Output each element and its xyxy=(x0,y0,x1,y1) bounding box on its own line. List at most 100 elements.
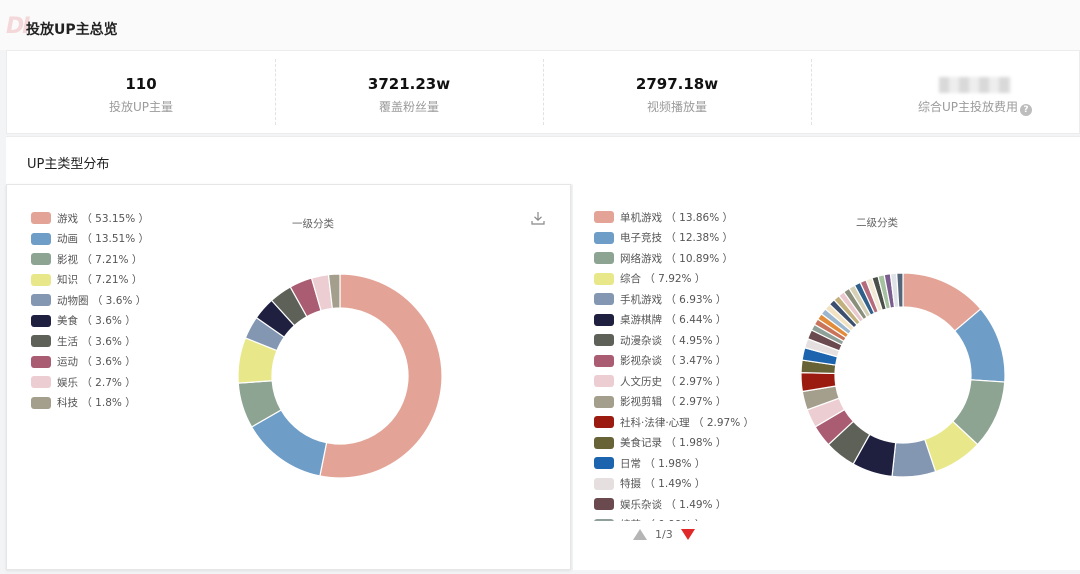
stat-label: 投放UP主量 xyxy=(108,100,174,114)
legend-item[interactable]: 影视杂谈 （ 3.47% ） xyxy=(594,351,754,372)
download-icon[interactable] xyxy=(531,211,545,225)
legend-item[interactable]: 生活 （ 3.6% ） xyxy=(31,331,149,352)
legend-swatch xyxy=(594,231,614,244)
stat-label: 覆盖粉丝量 xyxy=(378,100,439,114)
legend-label: 娱乐 （ 2.7% ） xyxy=(57,376,136,389)
legend-item[interactable]: 单机游戏 （ 13.86% ） xyxy=(594,207,754,228)
legend-swatch xyxy=(594,252,614,265)
legend-label: 美食 （ 3.6% ） xyxy=(57,315,136,328)
level1-chart-title: 一级分类 xyxy=(292,218,334,230)
legend-swatch xyxy=(594,457,614,470)
legend-swatch xyxy=(31,212,51,225)
stat-value: 3721.23w xyxy=(367,75,451,93)
stat-label: 视频播放量 xyxy=(646,100,707,114)
legend-item[interactable]: 美食 （ 3.6% ） xyxy=(31,311,149,332)
legend-swatch xyxy=(31,232,51,245)
header-bar: DI 投放UP主总览 xyxy=(0,0,1080,50)
legend-item[interactable]: 网络游戏 （ 10.89% ） xyxy=(594,248,754,269)
legend-label: 人文历史 （ 2.97% ） xyxy=(620,375,727,388)
legend-swatch xyxy=(594,354,614,367)
legend-swatch xyxy=(31,294,51,307)
stat-label: 综合UP主投放费用 xyxy=(917,100,1019,114)
legend-item[interactable]: 人文历史 （ 2.97% ） xyxy=(594,371,754,392)
legend-swatch xyxy=(594,498,614,511)
legend-label: 游戏 （ 53.15% ） xyxy=(57,212,150,225)
legend-label: 电子竞技 （ 12.38% ） xyxy=(620,232,734,245)
legend-item[interactable]: 运动 （ 3.6% ） xyxy=(31,352,149,373)
legend-swatch xyxy=(31,314,51,327)
legend-swatch xyxy=(31,253,51,266)
legend-item[interactable]: 日常 （ 1.98% ） xyxy=(594,453,754,474)
legend-item[interactable]: 娱乐 （ 2.7% ） xyxy=(31,372,149,393)
legend-pager: 1/3 xyxy=(633,528,695,541)
legend-label: 综艺 （ 0.99% ） xyxy=(620,517,705,521)
legend-item[interactable]: 知识 （ 7.21% ） xyxy=(31,270,149,291)
legend-item[interactable]: 桌游棋牌 （ 6.44% ） xyxy=(594,310,754,331)
legend-label: 知识 （ 7.21% ） xyxy=(57,274,143,287)
blurred-cost-value xyxy=(939,77,1011,93)
page-down-icon[interactable] xyxy=(680,529,695,540)
legend-swatch xyxy=(594,436,614,449)
level2-chart-title: 二级分类 xyxy=(856,217,898,229)
level1-legend: 游戏 （ 53.15% ） 动画 （ 13.51% ） 影视 （ 7.21% ） 知识… xyxy=(31,208,149,413)
legend-item[interactable]: 美食记录 （ 1.98% ） xyxy=(594,433,754,454)
level2-legend: 单机游戏 （ 13.86% ） 电子竞技 （ 12.38% ） 网络游戏 （ 10.… xyxy=(594,207,754,521)
distribution-header: UP主类型分布 xyxy=(6,136,1080,184)
donut-slice[interactable] xyxy=(896,272,904,308)
stat-value: 110 xyxy=(125,75,157,93)
legend-item[interactable]: 游戏 （ 53.15% ） xyxy=(31,208,149,229)
legend-item[interactable]: 动漫杂谈 （ 4.95% ） xyxy=(594,330,754,351)
legend-item[interactable]: 科技 （ 1.8% ） xyxy=(31,393,149,414)
legend-item[interactable]: 社科·法律·心理 （ 2.97% ） xyxy=(594,412,754,433)
legend-item[interactable]: 娱乐杂谈 （ 1.49% ） xyxy=(594,494,754,515)
legend-item[interactable]: 综合 （ 7.92% ） xyxy=(594,269,754,290)
legend-label: 影视剪辑 （ 2.97% ） xyxy=(620,396,727,409)
stat-cost: 综合UP主投放费用? xyxy=(811,51,1079,133)
level2-donut-chart xyxy=(800,272,1006,478)
legend-swatch xyxy=(594,518,614,521)
stat-fans: 3721.23w 覆盖粉丝量 xyxy=(275,51,543,133)
distribution-title: UP主类型分布 xyxy=(27,157,110,172)
page-up-icon[interactable] xyxy=(633,529,647,540)
level1-donut-chart xyxy=(237,273,443,479)
legend-item[interactable]: 动画 （ 13.51% ） xyxy=(31,229,149,250)
legend-item[interactable]: 动物圈 （ 3.6% ） xyxy=(31,290,149,311)
legend-item[interactable]: 手机游戏 （ 6.93% ） xyxy=(594,289,754,310)
legend-item[interactable]: 综艺 （ 0.99% ） xyxy=(594,515,754,521)
stat-value: 2797.18w xyxy=(635,75,719,93)
legend-label: 日常 （ 1.98% ） xyxy=(620,457,706,470)
page-indicator: 1/3 xyxy=(655,528,673,541)
legend-label: 特摄 （ 1.49% ） xyxy=(620,478,706,491)
donut-slice[interactable] xyxy=(327,273,341,310)
legend-swatch xyxy=(594,313,614,326)
legend-label: 影视杂谈 （ 3.47% ） xyxy=(620,355,727,368)
legend-item[interactable]: 影视剪辑 （ 2.97% ） xyxy=(594,392,754,413)
legend-item[interactable]: 影视 （ 7.21% ） xyxy=(31,249,149,270)
legend-item[interactable]: 电子竞技 （ 12.38% ） xyxy=(594,228,754,249)
legend-swatch xyxy=(594,477,614,490)
legend-swatch xyxy=(31,355,51,368)
legend-swatch xyxy=(594,416,614,429)
legend-label: 综合 （ 7.92% ） xyxy=(620,273,706,286)
stat-up-count: 110 投放UP主量 xyxy=(7,51,275,133)
legend-label: 社科·法律·心理 （ 2.97% ） xyxy=(620,416,755,429)
legend-label: 娱乐杂谈 （ 1.49% ） xyxy=(620,498,727,511)
donut-slice[interactable] xyxy=(319,273,443,479)
legend-label: 单机游戏 （ 13.86% ） xyxy=(620,211,734,224)
legend-label: 生活 （ 3.6% ） xyxy=(57,335,136,348)
level2-chart-panel: 单机游戏 （ 13.86% ） 电子竞技 （ 12.38% ） 网络游戏 （ 10.… xyxy=(573,184,1080,570)
legend-label: 科技 （ 1.8% ） xyxy=(57,397,136,410)
legend-label: 桌游棋牌 （ 6.44% ） xyxy=(620,314,727,327)
overview-stats-card: 110 投放UP主量 3721.23w 覆盖粉丝量 2797.18w 视频播放量… xyxy=(6,50,1080,134)
legend-item[interactable]: 特摄 （ 1.49% ） xyxy=(594,474,754,495)
legend-swatch xyxy=(31,335,51,348)
legend-label: 运动 （ 3.6% ） xyxy=(57,356,136,369)
help-icon[interactable]: ? xyxy=(1020,104,1033,116)
level1-chart-panel: 游戏 （ 53.15% ） 动画 （ 13.51% ） 影视 （ 7.21% ） 知识… xyxy=(6,184,571,570)
legend-label: 网络游戏 （ 10.89% ） xyxy=(620,252,734,265)
legend-swatch xyxy=(594,395,614,408)
legend-label: 手机游戏 （ 6.93% ） xyxy=(620,293,727,306)
legend-swatch xyxy=(31,376,51,389)
legend-label: 影视 （ 7.21% ） xyxy=(57,253,143,266)
